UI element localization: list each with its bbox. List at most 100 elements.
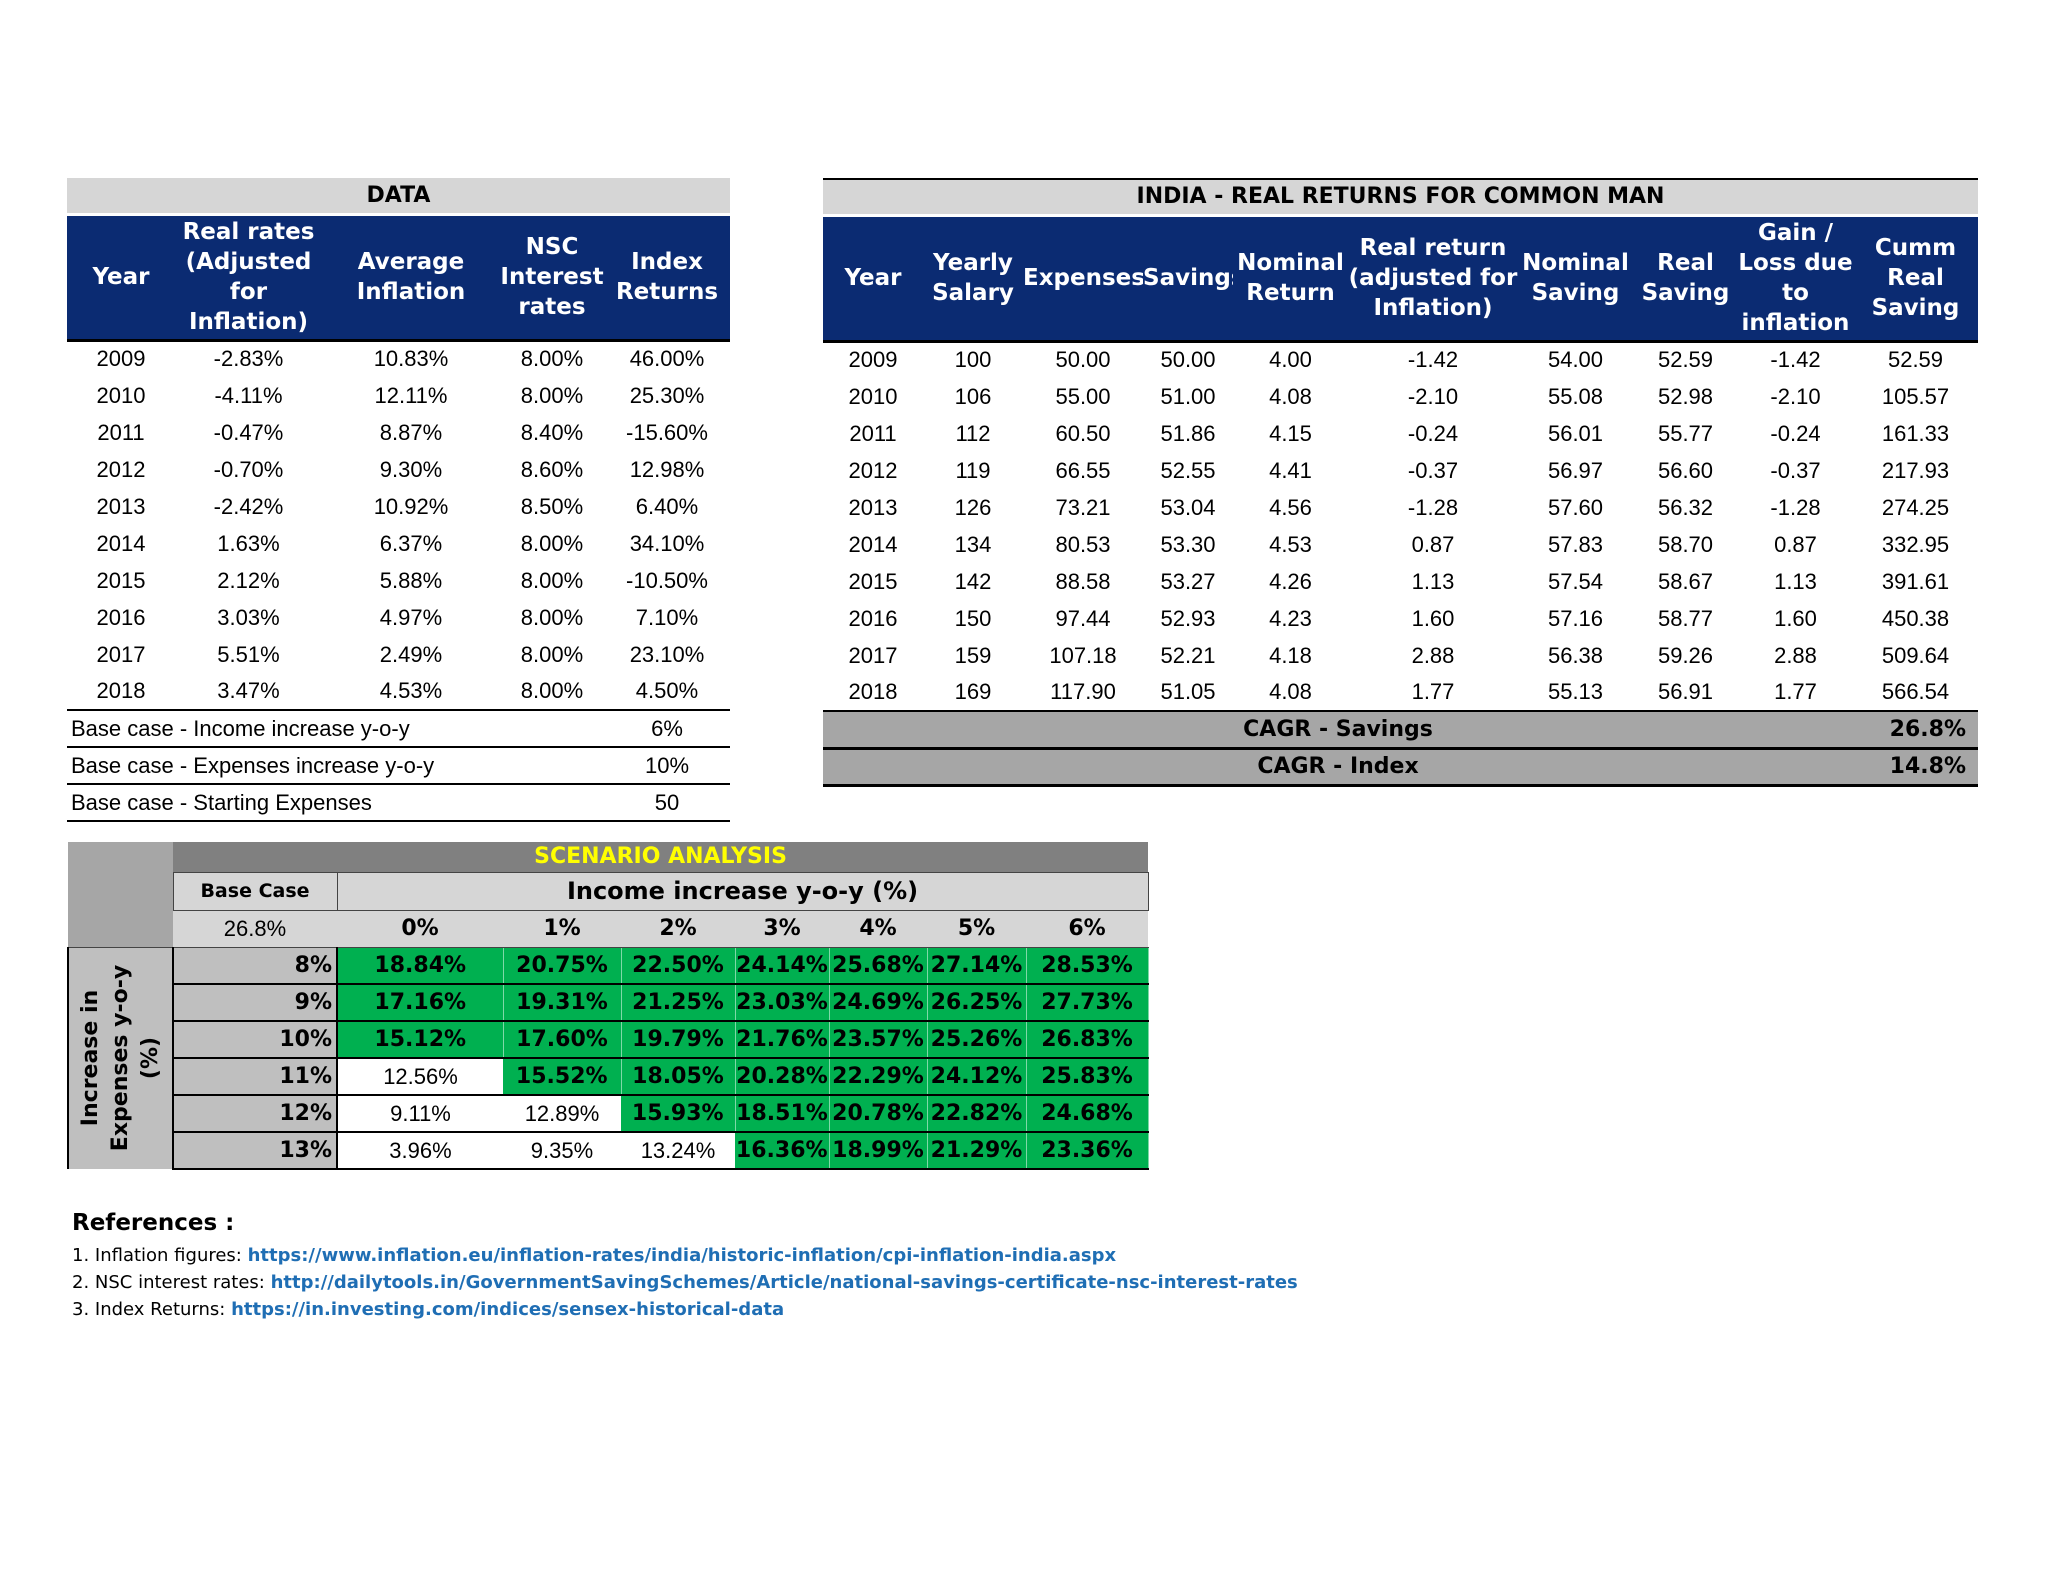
scenario-cell: 20.28% bbox=[735, 1058, 830, 1096]
table-cell: 4.53 bbox=[1269, 531, 1312, 557]
column-header: Year bbox=[67, 214, 175, 342]
table-row: 2017 159 107.18 52.21 4.18 2.88 56.38 59.26 2.88… bbox=[823, 637, 1978, 674]
scenario-cell: 23.03% bbox=[735, 984, 830, 1022]
expense-row-header: 9% bbox=[173, 984, 338, 1022]
table-cell: 1.60 bbox=[1774, 605, 1817, 631]
table-cell: 56.60 bbox=[1657, 457, 1714, 483]
scenario-cell: 9.11% bbox=[337, 1095, 503, 1133]
table-cell: 2012 bbox=[96, 456, 146, 482]
scenario-cell: 15.93% bbox=[621, 1095, 736, 1133]
reference-link[interactable]: https://www.inflation.eu/inflation-rates… bbox=[247, 1245, 1117, 1266]
scenario-cell: 20.75% bbox=[503, 947, 622, 985]
reference-prefix: 3. Index Returns: bbox=[72, 1299, 232, 1320]
scenario-row: 11% 12.56% 15.52% 18.05% 20.28% 22.29% 24.12% 2… bbox=[68, 1058, 1149, 1096]
base-case-value: 10% bbox=[604, 747, 730, 785]
table-cell: 2.88 bbox=[1774, 642, 1817, 668]
base-case-value: 6% bbox=[604, 709, 730, 748]
table-cell: -1.28 bbox=[1770, 494, 1821, 520]
table-cell: 1.77 bbox=[1774, 679, 1817, 704]
table-cell: -2.10 bbox=[1770, 383, 1821, 409]
table-row: 2009 100 50.00 50.00 4.00 -1.42 54.00 52.59 -1.4… bbox=[823, 341, 1978, 378]
table-cell: 58.77 bbox=[1657, 605, 1714, 631]
scenario-cell: 19.79% bbox=[621, 1021, 736, 1059]
cagr-label: CAGR - Index bbox=[823, 748, 1853, 787]
reference-link[interactable]: https://in.investing.com/indices/sensex-… bbox=[231, 1299, 785, 1320]
scenario-cell: 12.56% bbox=[337, 1058, 503, 1096]
table-cell: 2009 bbox=[848, 347, 898, 373]
scenario-cell: 18.99% bbox=[829, 1132, 928, 1170]
table-cell: 46.00% bbox=[629, 346, 705, 372]
expense-axis-line: Expenses y-o-y bbox=[107, 965, 133, 1152]
data-table: DATA Year Real rates (Adjusted for Infla… bbox=[67, 178, 730, 822]
scenario-cell: 27.14% bbox=[927, 947, 1027, 985]
table-cell: 134 bbox=[954, 531, 992, 557]
scenario-cell: 21.76% bbox=[735, 1021, 830, 1059]
table-cell: 53.04 bbox=[1160, 494, 1216, 520]
reference-item: 3. Index Returns: https://in.investing.c… bbox=[72, 1296, 1298, 1323]
scenario-cell: 18.84% bbox=[337, 947, 504, 985]
table-cell: 51.05 bbox=[1160, 679, 1216, 704]
column-header: NSC Interest rates bbox=[500, 214, 604, 342]
income-column-header: 3% bbox=[735, 910, 829, 948]
scenario-cell: 24.69% bbox=[829, 984, 928, 1022]
income-column-header: 6% bbox=[1026, 910, 1149, 948]
table-cell: 34.10% bbox=[629, 530, 705, 556]
reference-link[interactable]: http://dailytools.in/GovernmentSavingSch… bbox=[270, 1272, 1298, 1293]
scenario-cell: 12.89% bbox=[503, 1095, 621, 1133]
base-case-value: 26.8% bbox=[173, 910, 337, 948]
column-header: Expenses bbox=[1023, 215, 1143, 343]
table-cell: 4.23 bbox=[1269, 605, 1312, 631]
table-cell: 2016 bbox=[96, 604, 146, 630]
table-cell: 4.97% bbox=[379, 604, 443, 630]
table-cell: 60.50 bbox=[1055, 420, 1111, 446]
table-cell: -1.28 bbox=[1407, 494, 1459, 520]
table-cell: 12.11% bbox=[374, 382, 448, 408]
table-cell: -2.10 bbox=[1407, 383, 1459, 409]
table-row: 2009 -2.83% 10.83% 8.00% 46.00% bbox=[67, 340, 730, 377]
table-cell: 55.08 bbox=[1547, 383, 1604, 409]
references-title: References : bbox=[72, 1210, 235, 1236]
table-cell: 391.61 bbox=[1881, 568, 1950, 594]
table-cell: 4.00 bbox=[1269, 347, 1312, 373]
india-table-title: INDIA - REAL RETURNS FOR COMMON MAN bbox=[823, 178, 1978, 217]
table-cell: 3.03% bbox=[217, 604, 280, 630]
table-cell: 2012 bbox=[848, 457, 898, 483]
reference-item: 1. Inflation figures: https://www.inflat… bbox=[72, 1242, 1298, 1269]
table-cell: 73.21 bbox=[1055, 494, 1111, 520]
table-cell: 1.13 bbox=[1411, 568, 1455, 594]
table-cell: 8.00% bbox=[520, 567, 584, 593]
table-cell: -2.83% bbox=[213, 346, 284, 372]
table-cell: 8.00% bbox=[520, 641, 584, 667]
table-cell: 2011 bbox=[97, 419, 145, 445]
scenario-cell: 23.57% bbox=[829, 1021, 928, 1059]
table-cell: 169 bbox=[954, 679, 992, 704]
reference-prefix: 1. Inflation figures: bbox=[72, 1245, 248, 1266]
table-cell: 2009 bbox=[96, 346, 146, 372]
scenario-cell: 3.96% bbox=[337, 1132, 503, 1170]
table-cell: 56.01 bbox=[1547, 420, 1604, 446]
table-cell: 56.32 bbox=[1657, 494, 1714, 520]
table-cell: 2016 bbox=[848, 605, 898, 631]
table-cell: 12.98% bbox=[629, 456, 705, 482]
base-case-label: Base Case bbox=[172, 871, 338, 911]
table-row: 2015 2.12% 5.88% 8.00% -10.50% bbox=[67, 562, 730, 599]
table-cell: -1.42 bbox=[1407, 347, 1459, 373]
scenario-corner bbox=[68, 910, 173, 948]
table-cell: 159 bbox=[954, 642, 992, 668]
table-cell: 8.00% bbox=[520, 604, 584, 630]
table-row: 2010 -4.11% 12.11% 8.00% 25.30% bbox=[67, 377, 730, 414]
table-cell: 2017 bbox=[96, 641, 146, 667]
scenario-cell: 19.31% bbox=[503, 984, 622, 1022]
base-case-label: Base case - Income increase y-o-y bbox=[67, 709, 604, 748]
table-cell: 119 bbox=[955, 457, 991, 483]
table-cell: 52.93 bbox=[1160, 605, 1216, 631]
table-cell: 55.77 bbox=[1657, 420, 1714, 446]
table-cell: 56.91 bbox=[1657, 679, 1714, 704]
scenario-cell: 16.36% bbox=[735, 1132, 830, 1170]
base-case-row: Base case - Expenses increase y-o-y 10% bbox=[67, 747, 730, 785]
table-cell: 57.83 bbox=[1547, 531, 1604, 557]
table-cell: -0.37 bbox=[1770, 457, 1821, 483]
expense-row-header: 12% bbox=[173, 1095, 338, 1133]
table-cell: 1.77 bbox=[1411, 679, 1455, 704]
scenario-row: 12% 9.11% 12.89% 15.93% 18.51% 20.78% 22.82% 24… bbox=[68, 1095, 1149, 1133]
